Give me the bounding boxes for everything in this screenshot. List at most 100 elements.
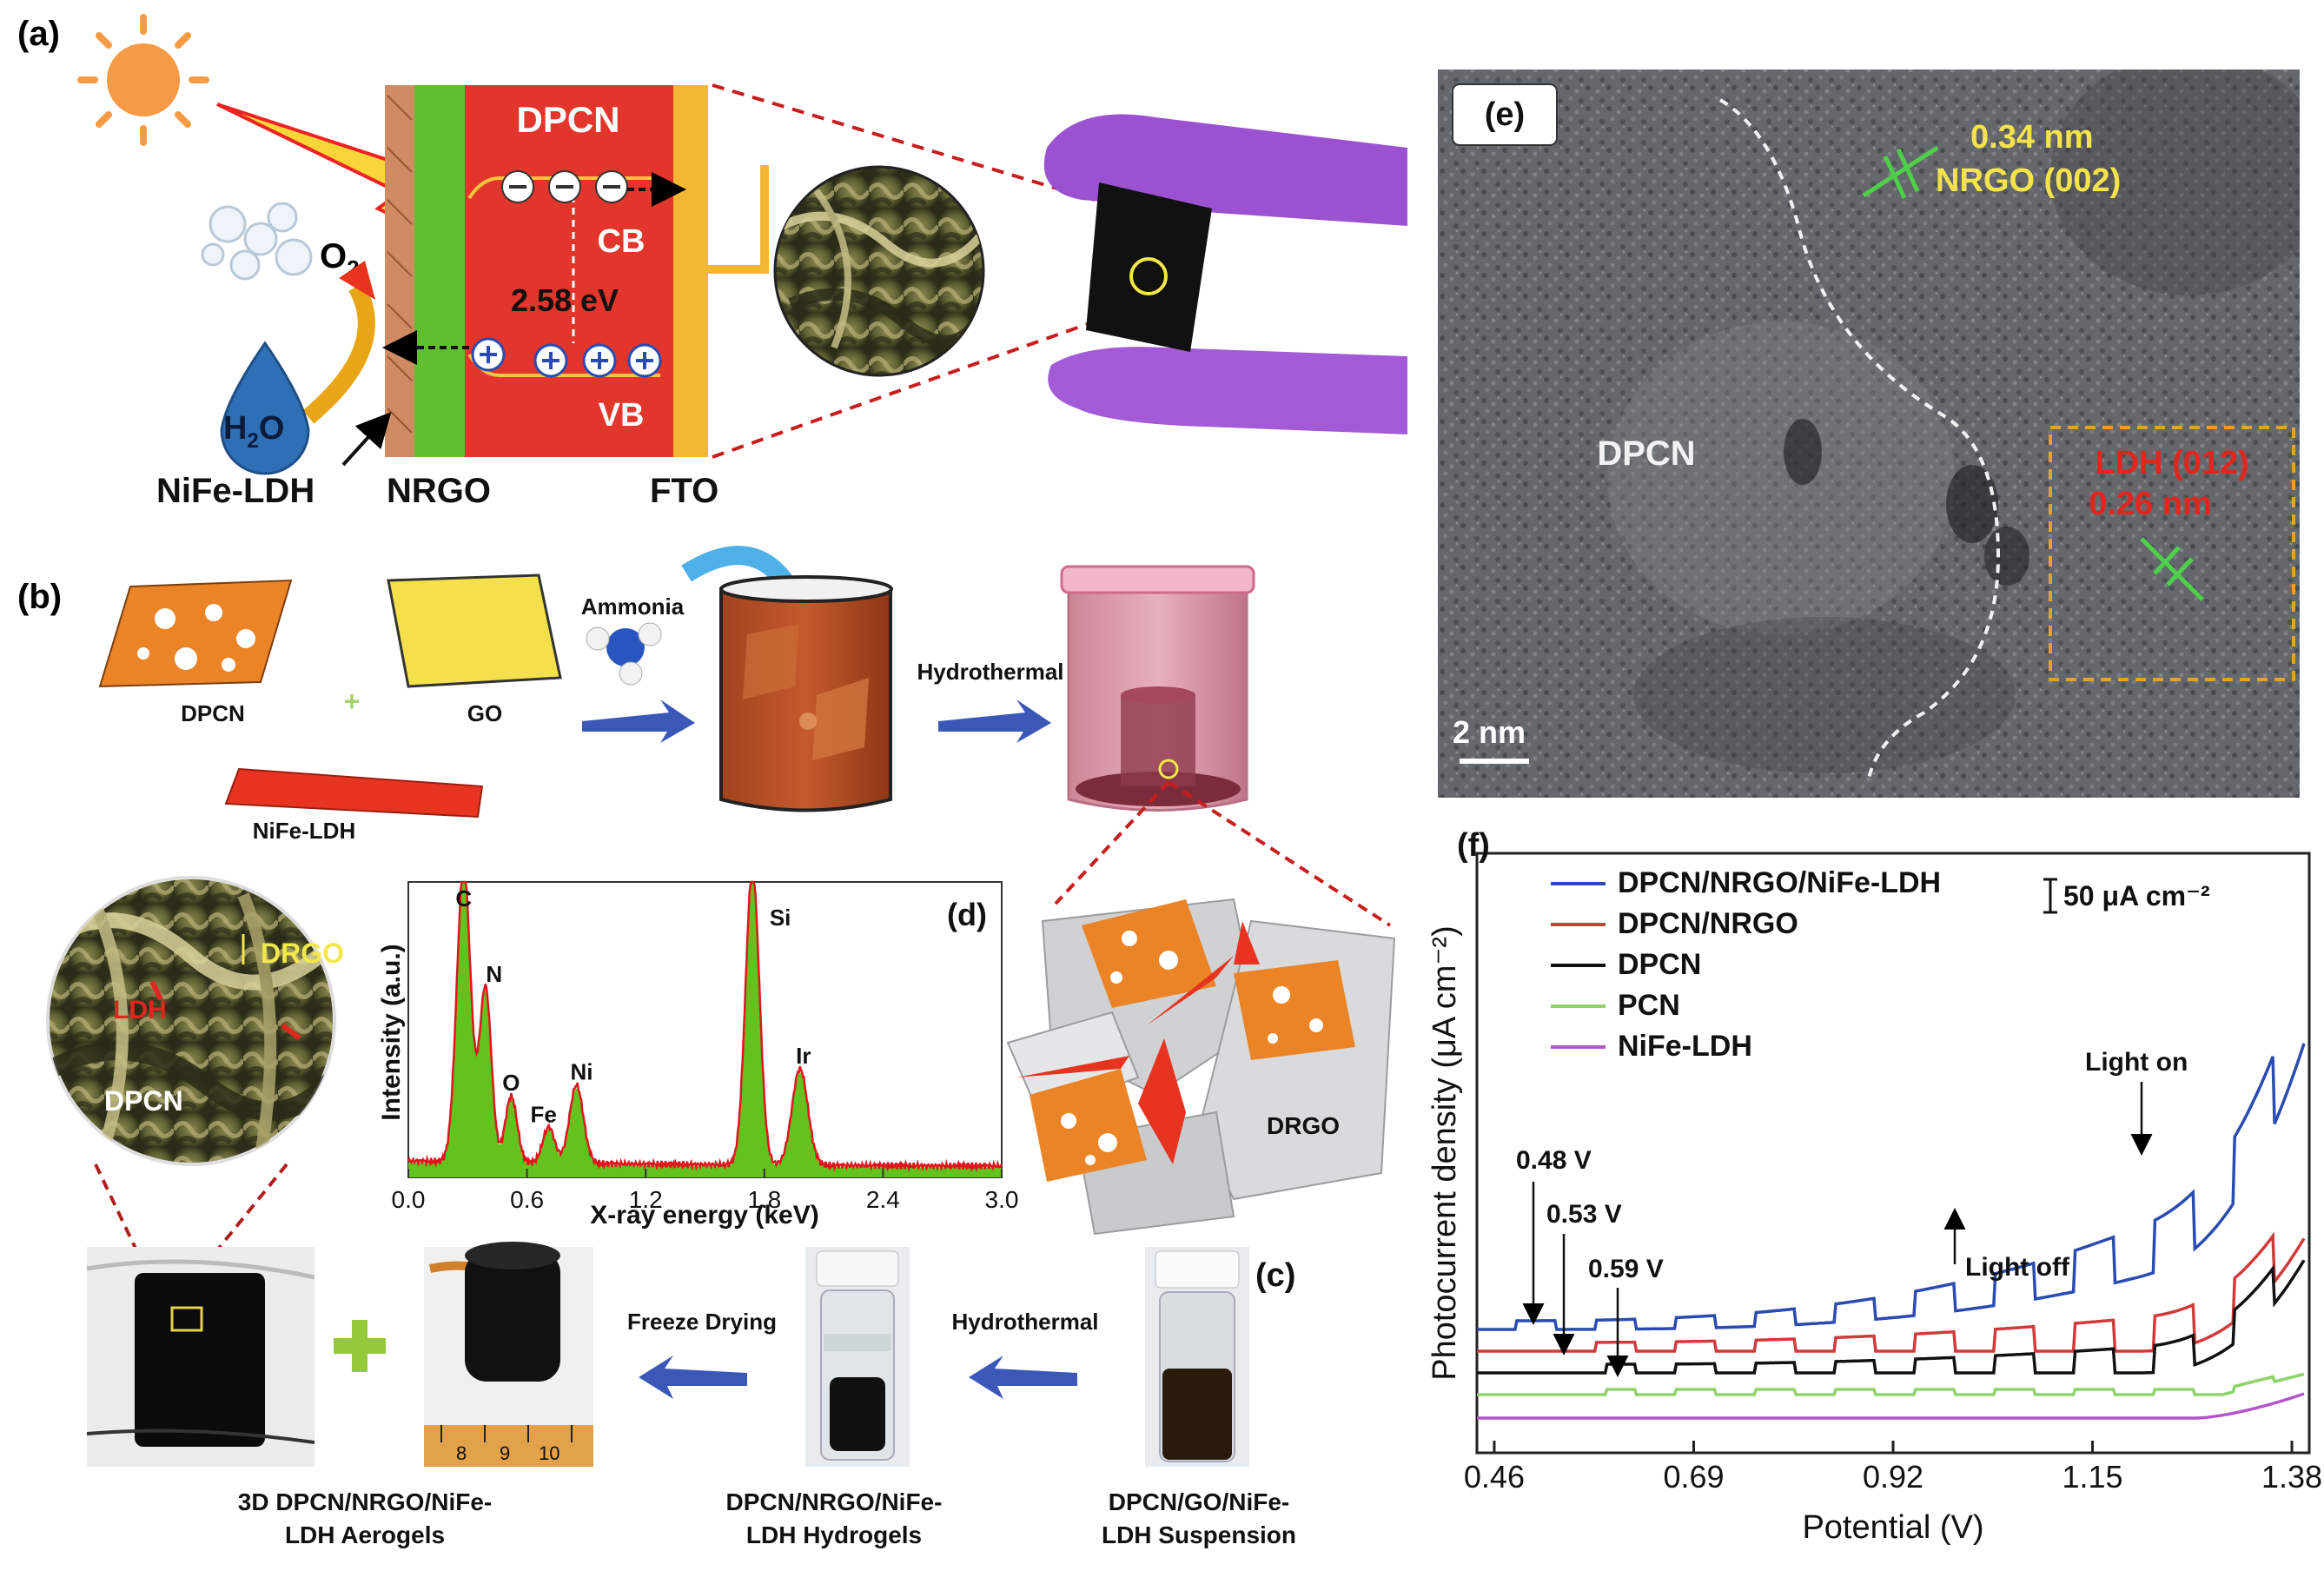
edx-xtick-label: 2.4 xyxy=(866,1186,900,1213)
pec-series-line-0 xyxy=(1477,1043,2306,1331)
edx-peak-label-fe: Fe xyxy=(530,1102,556,1128)
legend-label-2: DPCN xyxy=(1618,948,1701,981)
edx-peak-label-n: N xyxy=(486,961,502,987)
nrgo-spacing-label: 0.34 nm xyxy=(1970,119,2094,156)
bandgap-label: 2.58 eV xyxy=(511,282,619,318)
nife-layer xyxy=(385,85,414,457)
ruler-10: 10 xyxy=(539,1442,559,1464)
panel-e-letter: (e) xyxy=(1485,96,1525,133)
ldh-spacing-label: 0.26 nm xyxy=(2089,486,2212,522)
pec-xtick-label: 0.92 xyxy=(1863,1459,1923,1495)
nrgo-layer xyxy=(414,85,465,457)
legend-label-4: NiFe-LDH xyxy=(1618,1030,1752,1063)
ruler-9: 9 xyxy=(500,1442,510,1464)
nife-ldh-label: NiFe-LDH xyxy=(156,472,315,510)
ldh-region-box xyxy=(2049,426,2295,681)
ammonia-label: Ammonia xyxy=(581,593,685,620)
dpcn-sheet-icon xyxy=(98,579,293,688)
caption-aerogels-l1: 3D DPCN/NRGO/NiFe- xyxy=(238,1488,492,1515)
legend-label-1: DPCN/NRGO xyxy=(1618,907,1798,940)
caption-hydrogels-l2: LDH Hydrogels xyxy=(746,1521,922,1548)
cb-label: CB xyxy=(598,223,646,260)
beaker-icon xyxy=(719,575,893,812)
caption-aerogels-l2: LDH Aerogels xyxy=(285,1521,445,1548)
blue-arrow-left-1 xyxy=(639,1356,747,1399)
green-plus-icon xyxy=(334,1320,386,1372)
go-label-b: GO xyxy=(467,700,502,726)
panel-b-letter: (b) xyxy=(17,578,62,616)
holes-group xyxy=(471,337,662,378)
sem-inset: DRGO LDH DPCN xyxy=(46,876,344,1257)
caption-suspension-l1: DPCN/GO/NiFe- xyxy=(1109,1488,1289,1515)
pec-xtick-label: 1.38 xyxy=(2261,1459,2322,1495)
vb-label: VB xyxy=(599,397,645,434)
pec-annotations: 0.48 V 0.53 V 0.59 V Light on Light off xyxy=(1516,1048,2188,1377)
panel-a-letter: (a) xyxy=(17,15,60,53)
pec-series-line-1 xyxy=(1477,1231,2306,1353)
drgo-scheme: DRGO xyxy=(1006,898,1396,1236)
nrgo-label: NRGO xyxy=(387,472,491,510)
curved-arrow-icon xyxy=(302,282,375,424)
ammonia-molecule-icon xyxy=(586,622,662,686)
scheme-dpcn-sheets xyxy=(1030,899,1355,1182)
fto-layer xyxy=(673,85,708,457)
electrons-group xyxy=(501,170,628,203)
pec-xtick-label: 0.69 xyxy=(1663,1459,1724,1495)
edx-xtick-label: 3.0 xyxy=(985,1186,1019,1213)
edx-xtick-label: 1.8 xyxy=(747,1186,781,1213)
edx-xtick-label: 0.0 xyxy=(392,1186,426,1213)
edx-spectrum-fill xyxy=(408,882,1002,1177)
pec-annotation-0: 0.48 V xyxy=(1516,1146,1592,1175)
pec-legend: DPCN/NRGO/NiFe-LDH DPCN/NRGO DPCN PCN NiFe-L… xyxy=(1551,866,1941,1063)
edx-ylabel: Intensity (a.u.) xyxy=(377,944,406,1120)
pec-annotation-2: 0.59 V xyxy=(1588,1255,1664,1283)
pec-annotation-3: Light on xyxy=(2085,1048,2188,1077)
edx-peak-label-c: C xyxy=(455,885,472,911)
pec-xtick-label: 1.15 xyxy=(2062,1459,2122,1495)
legend-label-0: DPCN/NRGO/NiFe-LDH xyxy=(1618,866,1941,899)
panel-d-letter: (d) xyxy=(947,897,987,932)
panel-e-letter-box xyxy=(1452,83,1558,146)
edx-xtick-label: 0.6 xyxy=(510,1186,544,1213)
gloved-hand-photo xyxy=(1043,114,1407,434)
pec-xtick-label: 0.46 xyxy=(1464,1459,1525,1495)
nrgo-plane-label: NRGO (002) xyxy=(1936,162,2121,199)
sem-drgo-label: DRGO xyxy=(261,938,344,969)
pec-xlabel: Potential (V) xyxy=(1802,1509,1983,1546)
fto-label: FTO xyxy=(650,472,718,510)
hydrothermal-label-b: Hydrothermal xyxy=(917,659,1063,685)
aerogel-sample xyxy=(1086,182,1212,352)
panel-c-letter: (c) xyxy=(1255,1257,1295,1294)
scheme-drgo-label: DRGO xyxy=(1267,1112,1340,1139)
pec-series-line-4 xyxy=(1477,1392,2305,1420)
h2o-label: H2O xyxy=(223,410,284,453)
pec-annotation-4: Light off xyxy=(1965,1253,2070,1282)
hydrothermal-label-c: Hydrothermal xyxy=(951,1309,1098,1335)
tem-dpcn-label: DPCN xyxy=(1597,434,1695,473)
panel-c: (c) 8 9 10 Freeze Drying Hydr xyxy=(86,1242,1296,1548)
caption-hydrogels-l1: DPCN/NRGO/NiFe- xyxy=(726,1488,943,1515)
pec-series-line-3 xyxy=(1477,1372,2305,1396)
edx-xticks: 0.0 0.6 1.2 1.8 2.4 3.0 xyxy=(392,1169,1019,1213)
dpcn-label-b: DPCN xyxy=(181,700,245,726)
sun-icon xyxy=(77,14,209,146)
freeze-drying-label: Freeze Drying xyxy=(627,1309,777,1335)
ldh-plane-label: LDH (012) xyxy=(2095,445,2248,481)
panel-f-chart: (f) DPCN/NRGO/NiFe-LDH DPCN/NRGO DPCN PCN Ni… xyxy=(1427,827,2322,1546)
ruler-8: 8 xyxy=(456,1442,467,1464)
nrgo-fringe-marker xyxy=(1862,145,1939,200)
edx-peak-label-ni: Ni xyxy=(571,1059,593,1085)
dpcn-layer xyxy=(465,85,673,457)
panel-a: (a) O2 H2O xyxy=(17,14,1407,510)
go-sheet-icon xyxy=(387,573,562,688)
caption-suspension-l2: LDH Suspension xyxy=(1102,1521,1296,1548)
pec-scale-bar-label: 50 μA cm⁻² xyxy=(2063,880,2210,911)
pec-xticks: 0.46 0.69 0.92 1.15 1.38 xyxy=(1464,1441,2322,1495)
edx-peak-labels: C N O Fe Ni Si Ir xyxy=(455,885,811,1128)
ldh-fringe-marker xyxy=(2140,537,2204,601)
blue-arrow-icon-1 xyxy=(582,699,695,743)
tem-boundary-line xyxy=(1718,98,2001,783)
edx-xlabel: X-ray energy (keV) xyxy=(590,1201,818,1230)
nife-label-b: NiFe-LDH xyxy=(253,818,355,844)
